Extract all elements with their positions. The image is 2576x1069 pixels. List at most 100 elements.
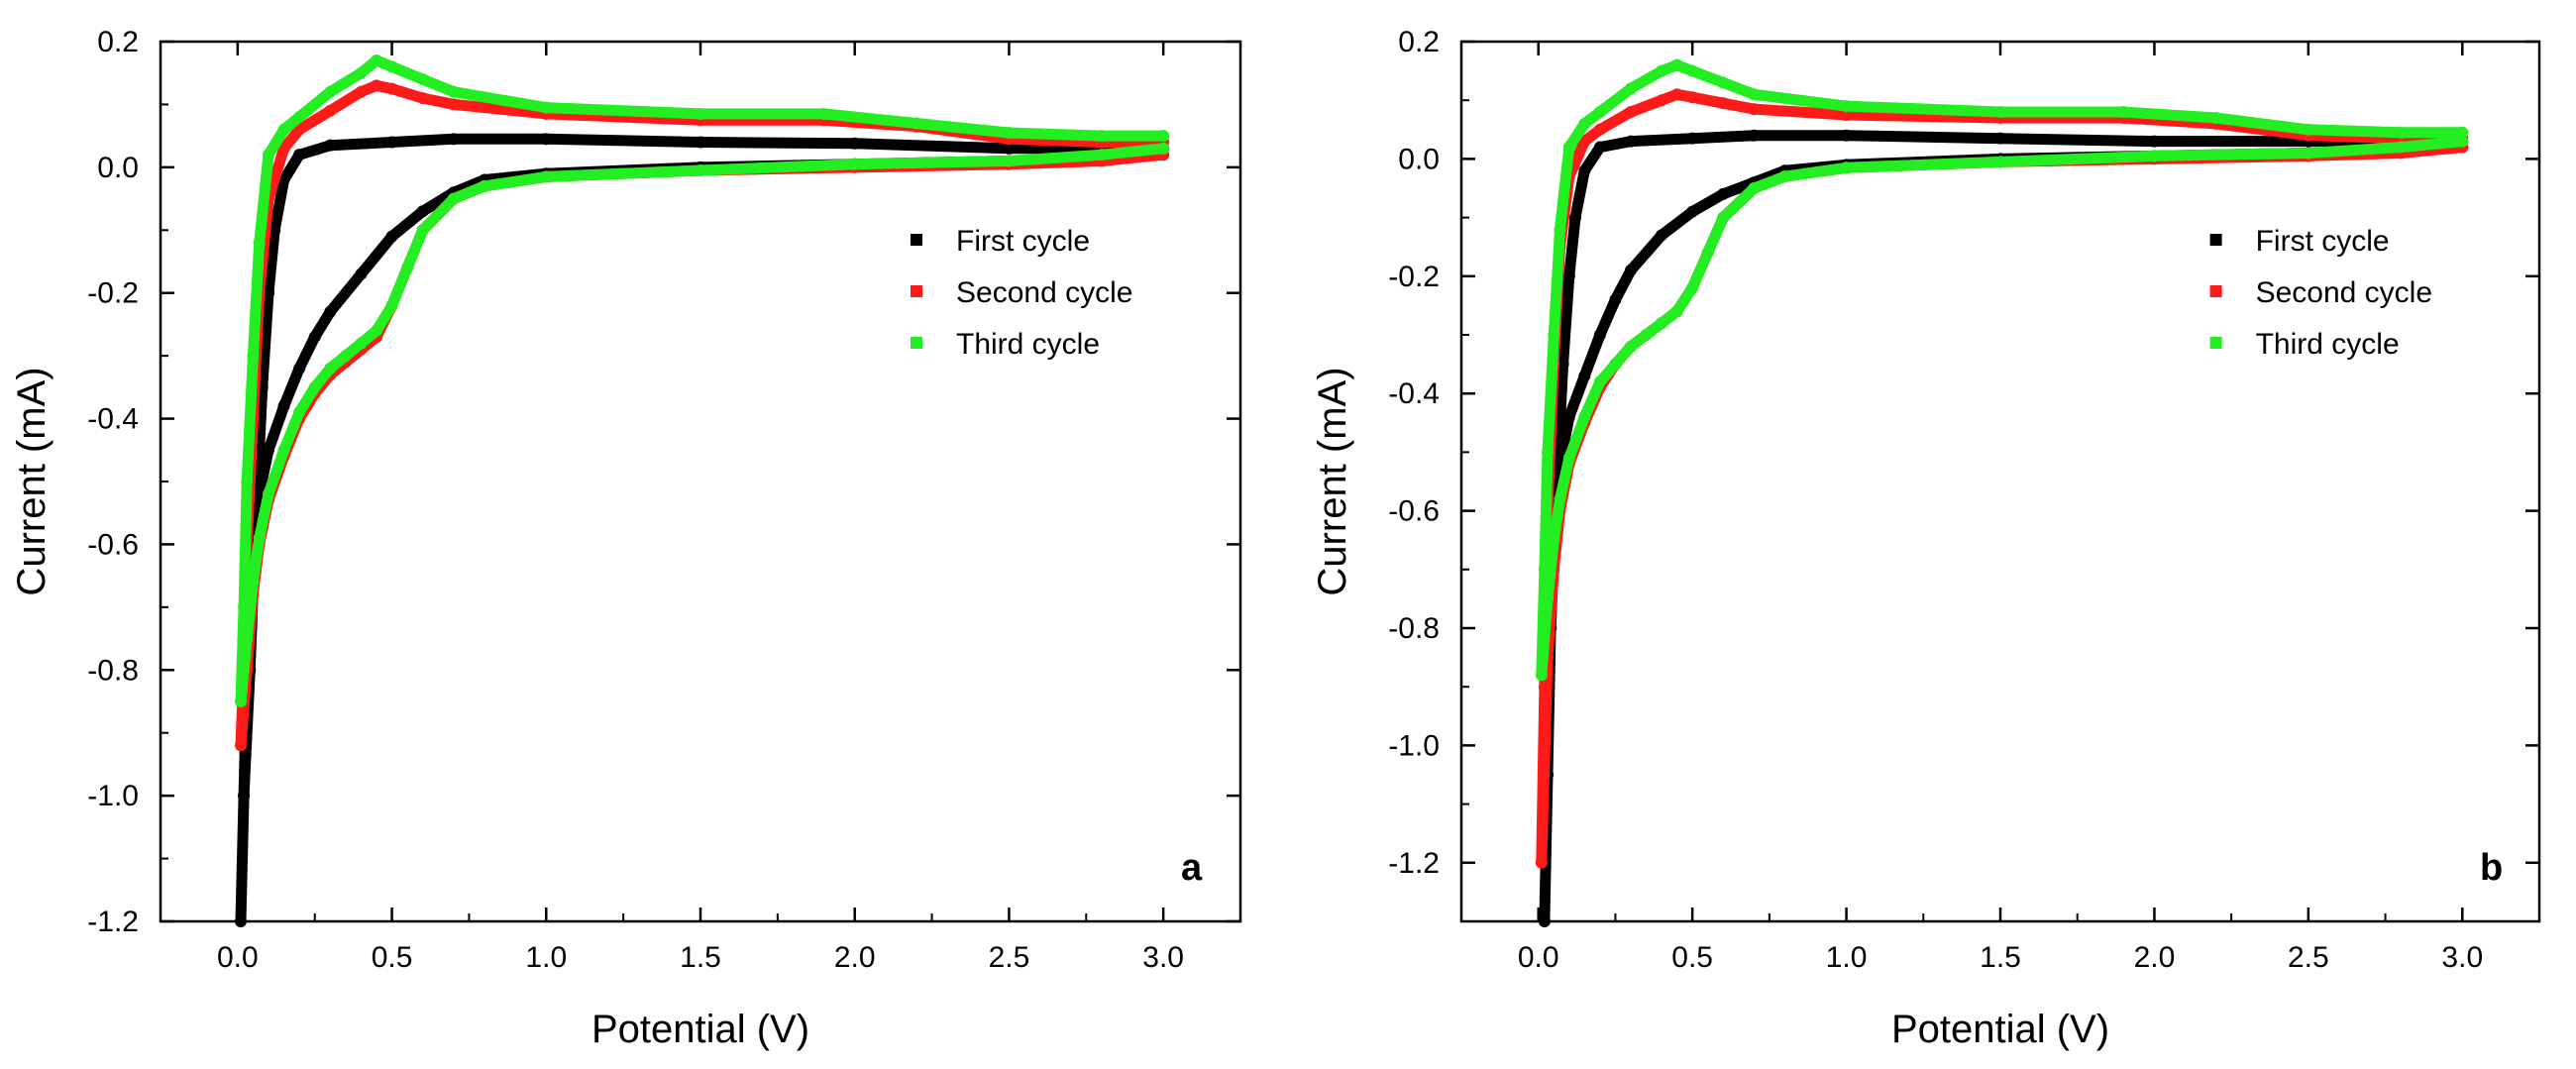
- data-point-third-cycle: [1542, 446, 1555, 459]
- data-point-third-cycle: [2302, 123, 2314, 136]
- data-point-first-cycle: [293, 362, 306, 374]
- data-point-third-cycle: [1542, 592, 1555, 605]
- legend-label: Third cycle: [956, 328, 1100, 361]
- y-tick-label: -0.4: [1388, 377, 1440, 410]
- data-point-first-cycle: [1003, 142, 1016, 155]
- chart-panel-a: 0.0 0.5 1.0 1.5 2.0 2.5 3.0 -1.2 -1.0 -0.8 -0.6 -0.…: [10, 26, 1242, 1051]
- data-point-third-cycle: [1624, 82, 1637, 95]
- x-tick-label: 2.5: [2288, 941, 2329, 974]
- data-point-third-cycle: [540, 170, 553, 183]
- data-point-third-cycle: [1701, 247, 1714, 260]
- legend-marker: [911, 337, 922, 349]
- data-point-third-cycle: [1717, 76, 1730, 89]
- y-tick-label: -1.0: [1388, 729, 1440, 762]
- data-point-third-cycle: [479, 179, 490, 192]
- data-point-third-cycle: [293, 111, 306, 124]
- data-point-third-cycle: [1640, 329, 1653, 341]
- data-point-first-cycle: [355, 267, 368, 280]
- y-tick-label: -1.0: [87, 780, 139, 812]
- x-tick-label: 0.0: [1518, 941, 1559, 974]
- data-point-first-cycle: [253, 487, 266, 500]
- data-point-third-cycle: [1554, 223, 1566, 236]
- data-point-first-cycle: [1538, 915, 1551, 927]
- data-point-first-cycle: [1748, 129, 1761, 142]
- data-point-first-cycle: [324, 139, 337, 152]
- y-tick-label: -0.2: [87, 277, 139, 310]
- data-point-third-cycle: [277, 123, 290, 136]
- y-tick-label: 0.2: [1398, 26, 1440, 58]
- y-tick-label: 0.0: [97, 152, 139, 184]
- data-point-first-cycle: [1609, 293, 1622, 306]
- data-point-first-cycle: [293, 149, 306, 161]
- legend-marker: [911, 234, 922, 246]
- x-tick-label: 1.5: [1980, 941, 2021, 974]
- data-point-third-cycle: [2209, 111, 2222, 124]
- data-point-third-cycle: [1003, 126, 1016, 139]
- data-point-third-cycle: [447, 192, 460, 205]
- data-point-third-cycle: [324, 362, 337, 374]
- data-point-third-cycle: [2456, 126, 2469, 139]
- data-point-third-cycle: [253, 532, 266, 545]
- data-point-second-cycle: [1538, 681, 1551, 694]
- x-tick-label: 1.5: [680, 941, 721, 974]
- y-tick-label: -1.2: [87, 906, 139, 938]
- data-point-third-cycle: [1670, 305, 1683, 318]
- data-point-first-cycle: [238, 790, 251, 802]
- x-tick-label: 2.5: [989, 941, 1030, 974]
- y-axis-title: Current (mA): [10, 367, 54, 595]
- data-point-third-cycle: [416, 73, 429, 86]
- x-tick-label: 2.0: [834, 941, 876, 974]
- data-point-first-cycle: [1578, 164, 1591, 177]
- data-point-first-cycle: [263, 286, 274, 299]
- data-point-second-cycle: [1686, 91, 1699, 104]
- data-point-second-cycle: [355, 85, 368, 98]
- data-point-third-cycle: [1840, 100, 1853, 113]
- data-point-second-cycle: [234, 739, 247, 752]
- data-point-third-cycle: [263, 149, 274, 161]
- data-point-first-cycle: [540, 133, 553, 146]
- y-tick-label: -1.2: [1388, 847, 1440, 880]
- data-point-third-cycle: [1686, 281, 1699, 294]
- y-tick-label: 0.2: [97, 26, 139, 58]
- data-point-first-cycle: [1656, 229, 1668, 242]
- x-tick-label: 3.0: [2441, 941, 2483, 974]
- data-point-third-cycle: [2117, 106, 2130, 119]
- legend-marker: [911, 285, 922, 297]
- data-point-third-cycle: [385, 299, 398, 312]
- data-point-second-cycle: [416, 92, 429, 105]
- data-point-first-cycle: [695, 136, 706, 149]
- data-point-first-cycle: [1686, 205, 1699, 218]
- legend-marker: [2209, 285, 2222, 297]
- panel-label: a: [1181, 847, 1203, 889]
- data-point-third-cycle: [241, 632, 254, 645]
- data-point-first-cycle: [263, 444, 274, 457]
- data-point-third-cycle: [1994, 106, 2006, 119]
- data-point-first-cycle: [234, 915, 247, 927]
- x-tick-label: 1.0: [525, 941, 567, 974]
- data-point-third-cycle: [1095, 130, 1108, 143]
- data-point-third-cycle: [1748, 88, 1761, 101]
- plot-frame: [1459, 40, 2541, 923]
- data-point-first-cycle: [1556, 358, 1569, 371]
- legend-label: First cycle: [956, 225, 1090, 258]
- data-point-second-cycle: [324, 104, 337, 117]
- data-point-third-cycle: [817, 107, 830, 120]
- data-point-third-cycle: [1717, 211, 1730, 224]
- data-point-third-cycle: [1840, 161, 1853, 174]
- data-point-third-cycle: [1624, 340, 1637, 353]
- data-point-third-cycle: [911, 117, 922, 130]
- data-point-second-cycle: [277, 142, 290, 155]
- data-point-third-cycle: [1578, 117, 1591, 130]
- data-point-second-cycle: [1578, 135, 1591, 148]
- legend-marker: [2209, 234, 2222, 246]
- data-point-third-cycle: [339, 350, 352, 363]
- legend-label: First cycle: [2256, 225, 2390, 258]
- data-point-second-cycle: [447, 98, 460, 111]
- data-point-third-cycle: [324, 85, 337, 98]
- series-line-second-cycle: [235, 79, 1169, 751]
- data-point-third-cycle: [2456, 135, 2469, 148]
- data-point-first-cycle: [1624, 135, 1637, 148]
- data-point-second-cycle: [1748, 103, 1761, 116]
- y-tick-label: -0.6: [87, 528, 139, 561]
